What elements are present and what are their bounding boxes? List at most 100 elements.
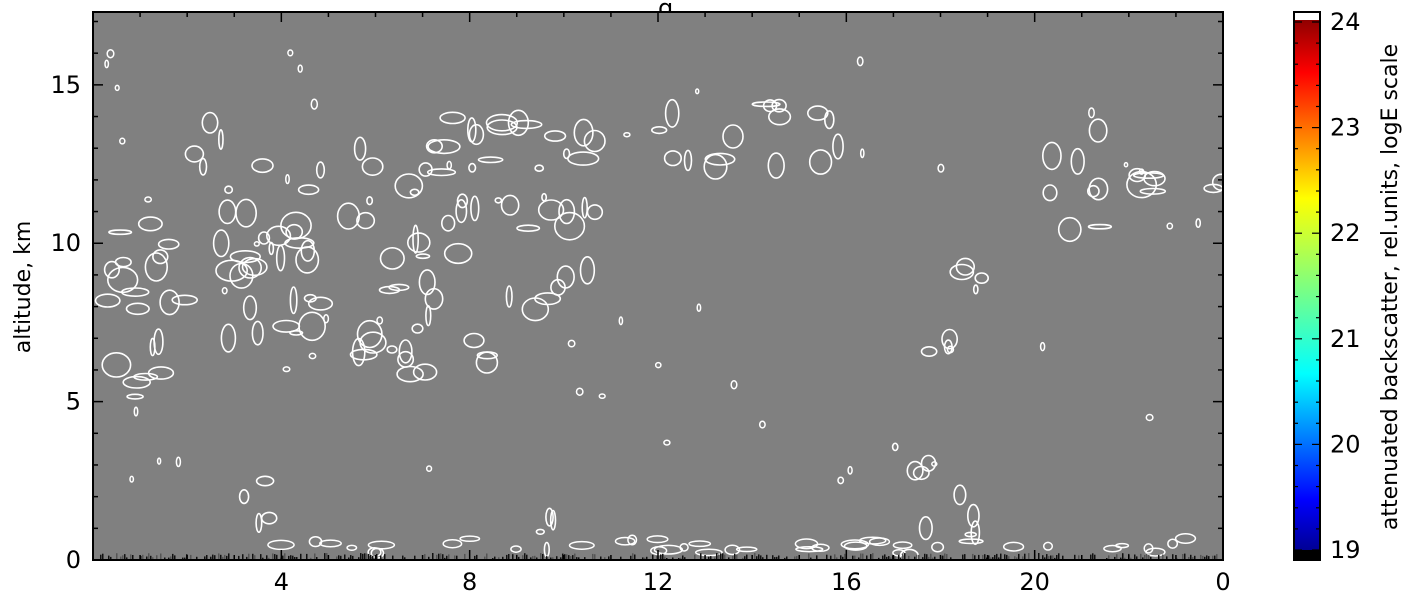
cloud-speck bbox=[119, 137, 126, 145]
cloud-contour bbox=[353, 136, 367, 161]
cloud-region-4 bbox=[336, 136, 444, 383]
noise-pixel bbox=[720, 553, 722, 560]
noise-pixel bbox=[1202, 555, 1204, 560]
cloud-speck bbox=[308, 352, 317, 360]
cloud-contour bbox=[137, 216, 163, 232]
x-tick-label: 0 bbox=[1215, 568, 1230, 596]
noise-pixel bbox=[248, 553, 250, 560]
noise-pixel bbox=[1092, 553, 1094, 560]
low-cloud-contour bbox=[931, 541, 945, 553]
cloud-contours bbox=[94, 48, 1231, 564]
noise-pixel bbox=[758, 554, 760, 560]
low-cloud-contour bbox=[627, 534, 638, 546]
noise-pixel bbox=[732, 555, 734, 560]
cloud-contour bbox=[217, 129, 224, 151]
cloud-contour bbox=[418, 162, 433, 177]
noise-pixel bbox=[360, 553, 362, 560]
noise-pixel bbox=[900, 557, 902, 560]
noise-pixel bbox=[272, 553, 274, 560]
cloud-contour bbox=[558, 198, 576, 225]
noise-pixel bbox=[978, 554, 980, 560]
cloud-contour bbox=[260, 511, 278, 525]
cloud-contour bbox=[974, 272, 990, 284]
noise-pixel bbox=[552, 557, 554, 560]
noise-pixel bbox=[414, 555, 416, 560]
cloud-contour bbox=[106, 266, 139, 294]
low-cloud-contour bbox=[688, 540, 712, 548]
cloud-contour bbox=[953, 484, 967, 506]
cloud-speck bbox=[144, 196, 153, 203]
cloud-contour bbox=[832, 133, 844, 160]
low-cloud-contour bbox=[459, 535, 481, 543]
noise-pixel bbox=[902, 553, 904, 560]
noise-pixel bbox=[760, 555, 762, 560]
cloud-contour bbox=[1042, 184, 1058, 202]
cloud-contour bbox=[300, 239, 316, 262]
cloud-contour bbox=[556, 265, 575, 289]
noise-pixel bbox=[630, 555, 632, 560]
noise-pixel bbox=[1024, 553, 1026, 560]
colorbar-ticks: 19 20 21 22 23 24 bbox=[1294, 8, 1361, 564]
low-cloud-contour bbox=[1167, 538, 1179, 549]
colorbar-gradient bbox=[1294, 12, 1320, 560]
noise-pixel bbox=[252, 553, 254, 560]
cloud-contour bbox=[201, 111, 219, 134]
cloud-contour bbox=[1128, 167, 1147, 183]
noise-pixel bbox=[436, 554, 438, 560]
cloud-speck bbox=[175, 456, 182, 468]
noise-pixel bbox=[604, 557, 606, 560]
cloud-speck bbox=[598, 393, 606, 399]
cloud-contour bbox=[126, 393, 144, 400]
cloud-contour bbox=[1132, 172, 1165, 180]
noise-pixel bbox=[292, 555, 294, 560]
noise-pixel bbox=[120, 556, 122, 560]
noise-pixel bbox=[762, 557, 764, 560]
cloud-contour bbox=[238, 489, 250, 505]
cloud-speck bbox=[856, 56, 864, 67]
cloud-contour bbox=[215, 259, 249, 282]
noise-pixel bbox=[682, 555, 684, 560]
noise-pixel bbox=[572, 555, 574, 560]
noise-pixel bbox=[116, 553, 118, 560]
low-cloud-contour bbox=[1115, 542, 1130, 549]
noise-pixel bbox=[438, 553, 440, 560]
cloud-speck bbox=[1138, 168, 1145, 175]
noise-pixel bbox=[476, 554, 478, 560]
noise-pixel bbox=[352, 555, 354, 560]
noise-pixel bbox=[370, 554, 372, 560]
cloud-contour bbox=[224, 185, 234, 194]
noise-pixel bbox=[796, 556, 798, 560]
noise-pixel bbox=[922, 557, 924, 560]
noise-pixel bbox=[310, 557, 312, 560]
cloud-region-7 bbox=[650, 98, 844, 180]
cloud-region-14 bbox=[953, 484, 981, 546]
noise-pixel bbox=[282, 555, 284, 560]
noise-pixel bbox=[376, 554, 378, 560]
noise-pixel bbox=[512, 554, 514, 560]
noise-pixel bbox=[456, 555, 458, 560]
noise-pixel bbox=[1078, 555, 1080, 560]
noise-pixel bbox=[348, 557, 350, 560]
noise-pixel bbox=[1042, 555, 1044, 560]
cloud-speck bbox=[446, 160, 453, 170]
noise-pixel bbox=[392, 555, 394, 560]
noise-pixel bbox=[908, 555, 910, 560]
cloud-speck bbox=[654, 361, 662, 369]
noise-pixel bbox=[424, 554, 426, 560]
noise-pixel bbox=[1122, 553, 1124, 560]
noise-pixel bbox=[656, 555, 658, 560]
cloud-contour bbox=[476, 351, 498, 360]
cloud-contour bbox=[1070, 147, 1085, 175]
noise-pixel bbox=[918, 554, 920, 560]
cloud-contour bbox=[315, 161, 326, 179]
cloud-contour bbox=[297, 184, 320, 196]
cloud-speck bbox=[156, 457, 162, 465]
noise-pixel bbox=[870, 554, 872, 560]
cloud-speck bbox=[1088, 107, 1095, 119]
noise-pixel bbox=[736, 554, 738, 560]
noise-pixel bbox=[1116, 554, 1118, 560]
noise-pixel bbox=[808, 553, 810, 560]
cloud-contour bbox=[443, 242, 473, 265]
cloud-contour bbox=[1088, 177, 1109, 201]
x-tick-label: 16 bbox=[831, 568, 862, 596]
